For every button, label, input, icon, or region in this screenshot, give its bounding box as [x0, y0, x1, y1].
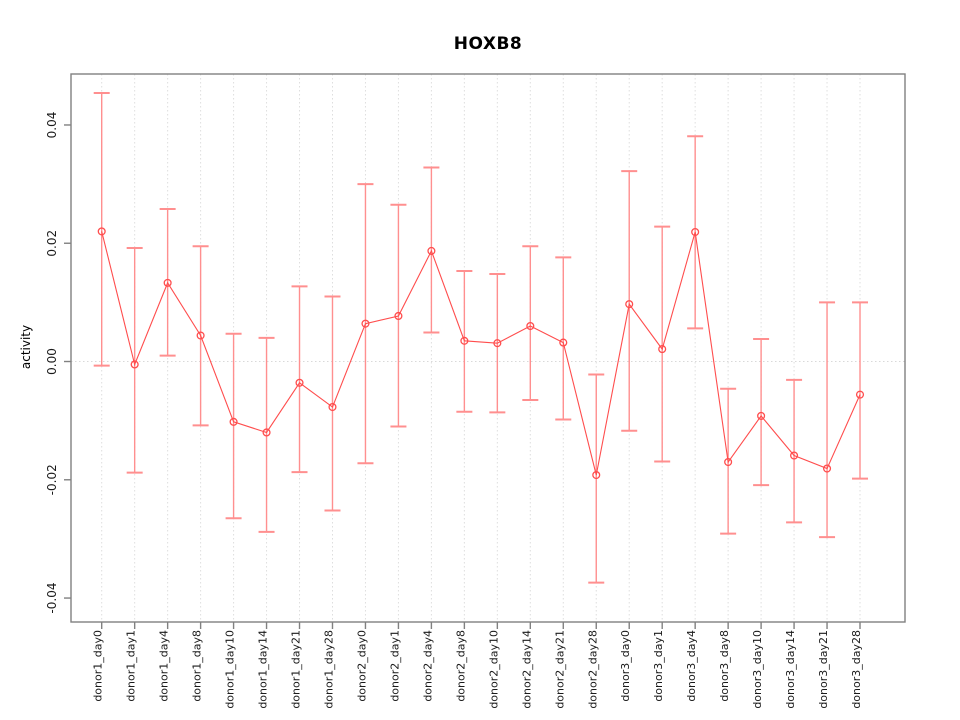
data-point-donor3_day8 — [724, 457, 733, 467]
x-tick-label: donor2_day21 — [553, 630, 566, 709]
x-tick-label: donor2_day28 — [586, 630, 599, 709]
x-tick-label: donor3_day14 — [784, 630, 797, 709]
data-point-donor1_day0 — [97, 227, 106, 236]
y-tick-label: -0.04 — [45, 583, 59, 614]
data-point-donor1_day14 — [262, 428, 271, 437]
x-tick-label: donor3_day1 — [652, 630, 665, 702]
data-point-donor2_day28 — [592, 471, 601, 480]
x-tick-label: donor3_day0 — [619, 630, 632, 702]
chart-title: HOXB8 — [453, 34, 523, 54]
x-tick-label: donor1_day10 — [224, 630, 237, 709]
data-point-donor1_day1 — [130, 360, 139, 369]
y-tick-label: -0.02 — [45, 464, 59, 495]
plot-box — [70, 73, 906, 623]
x-tick-label: donor1_day21 — [290, 630, 303, 709]
y-tick-label: 0.00 — [45, 348, 59, 375]
data-point-donor1_day8 — [196, 331, 205, 340]
data-point-donor1_day21 — [295, 378, 304, 387]
data-point-donor3_day1 — [658, 345, 667, 354]
data-point-donor3_day4 — [691, 227, 700, 237]
data-point-donor3_day14 — [790, 451, 799, 460]
y-axis-title: activity — [19, 324, 33, 370]
x-tick-label: donor2_day8 — [454, 630, 467, 702]
data-point-donor1_day10 — [229, 417, 238, 426]
x-tick-label: donor2_day4 — [421, 630, 434, 702]
x-tick-label: donor3_day21 — [817, 630, 830, 709]
x-tick-label: donor1_day1 — [125, 630, 138, 702]
data-point-donor2_day8 — [460, 336, 469, 345]
x-tick-label: donor3_day10 — [751, 630, 764, 709]
data-point-donor2_day1 — [394, 311, 403, 321]
data-point-donor3_day28 — [855, 390, 865, 399]
x-tick-label: donor1_day8 — [191, 630, 204, 702]
data-point-donor2_day10 — [493, 339, 502, 348]
data-point-donor2_day4 — [427, 246, 436, 255]
x-tick-label: donor2_day14 — [520, 630, 533, 709]
data-point-donor1_day28 — [328, 402, 337, 412]
data-point-donor3_day10 — [757, 411, 766, 420]
data-point-donor2_day0 — [361, 319, 370, 328]
data-point-donor2_day14 — [526, 321, 535, 331]
x-tick-label: donor2_day0 — [355, 630, 368, 702]
series-line — [101, 231, 861, 476]
x-tick-label: donor1_day4 — [158, 630, 171, 702]
x-tick-label: donor1_day0 — [92, 630, 105, 702]
data-point-donor1_day4 — [163, 278, 172, 287]
x-tick-label: donor3_day4 — [685, 630, 698, 702]
data-point-donor2_day21 — [559, 338, 568, 347]
data-point-donor3_day0 — [625, 300, 634, 309]
y-tick-label: 0.02 — [45, 230, 59, 257]
x-tick-label: donor3_day28 — [850, 630, 863, 709]
x-tick-label: donor1_day14 — [257, 630, 270, 709]
x-tick-label: donor2_day10 — [487, 630, 500, 709]
y-tick-label: 0.04 — [45, 112, 59, 139]
x-tick-label: donor2_day1 — [388, 630, 401, 702]
x-tick-label: donor1_day28 — [322, 630, 335, 709]
data-point-donor3_day21 — [822, 464, 832, 473]
x-tick-label: donor3_day8 — [718, 630, 731, 702]
